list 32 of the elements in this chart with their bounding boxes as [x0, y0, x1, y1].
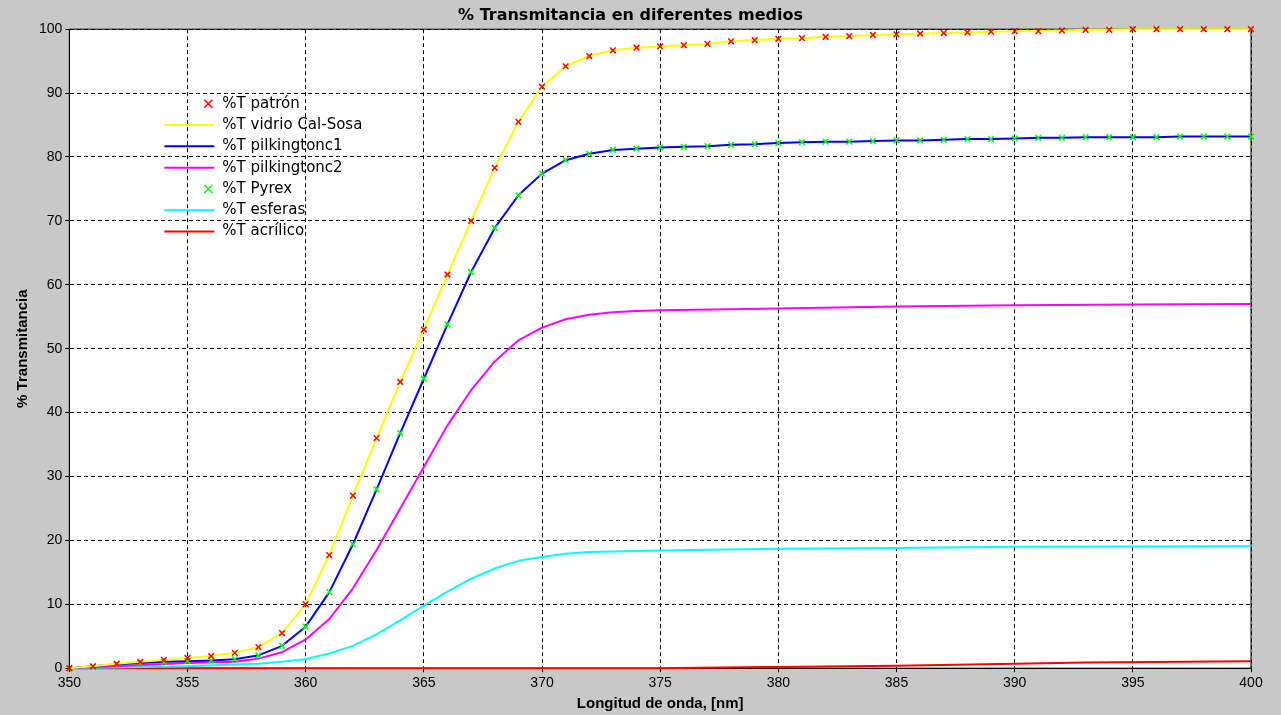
legend-label: %T vidrio Cal-Sosa [222, 114, 363, 133]
y-tick-label: 70 [46, 211, 63, 228]
y-tick-label: 10 [46, 595, 63, 612]
x-tick-label: 385 [884, 674, 909, 691]
x-tick-label: 360 [294, 674, 318, 691]
legend-label: %T patrón [222, 93, 300, 112]
chart-title: % Transmitancia en diferentes medios [458, 4, 803, 24]
legend-label: %T pilkingtonc2 [222, 157, 343, 176]
y-tick-label: 0 [54, 659, 63, 676]
legend-label: %T esferas [222, 200, 306, 219]
y-tick-label: 60 [46, 275, 63, 292]
y-tick-label: 50 [46, 339, 63, 356]
y-tick-label: 90 [46, 83, 63, 100]
x-axis-title: Longitud de onda, [nm] [576, 694, 744, 712]
legend-label: %T acrílico [222, 221, 305, 240]
y-tick-label: 100 [39, 20, 63, 37]
x-tick-label: 355 [175, 674, 200, 691]
x-tick-label: 375 [648, 674, 673, 691]
x-tick-label: 365 [412, 674, 436, 691]
x-tick-label: 395 [1121, 674, 1145, 691]
x-tick-label: 370 [530, 674, 554, 691]
y-tick-label: 40 [46, 403, 63, 420]
y-tick-label: 30 [46, 467, 63, 484]
x-tick-label: 390 [1002, 674, 1027, 691]
x-tick-label: 380 [766, 674, 791, 691]
legend-label: %T pilkingtonc1 [222, 136, 343, 155]
x-tick-label: 350 [57, 674, 82, 691]
y-axis-title: % Transmitancia [13, 288, 31, 408]
y-tick-label: 80 [46, 147, 63, 164]
x-tick-label: 400 [1239, 674, 1263, 691]
y-tick-label: 20 [46, 531, 63, 548]
legend-label: %T Pyrex [222, 178, 293, 197]
